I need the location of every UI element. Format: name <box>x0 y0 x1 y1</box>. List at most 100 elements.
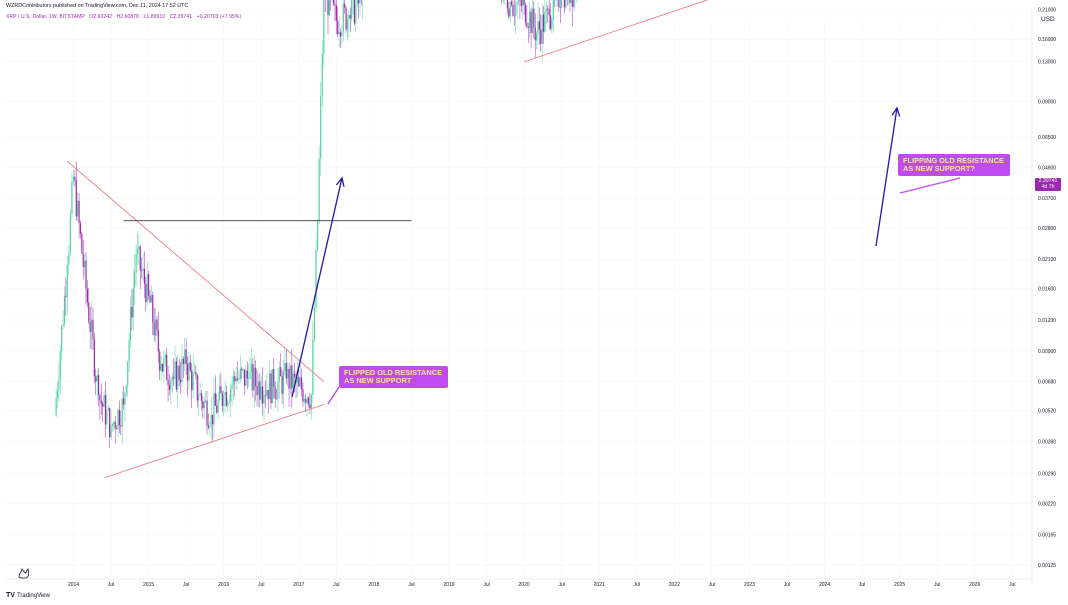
time-tick-label: Jul <box>408 582 414 588</box>
time-tick-label: Jul <box>859 582 865 588</box>
candle-body <box>306 397 308 403</box>
price-tick-label: 0.01600 <box>1038 287 1056 293</box>
symbol-legend: XRP / U.S. Dollar, 1W, BITSTAMP O2.60242… <box>6 14 244 20</box>
candle-body <box>209 426 211 428</box>
candle-body <box>558 0 560 8</box>
candle-body <box>260 386 262 400</box>
candle-body <box>145 283 147 303</box>
candle-body <box>161 363 164 372</box>
fire-icon[interactable] <box>16 565 32 579</box>
publish-caption: WZRDContributors published on TradingVie… <box>6 3 189 9</box>
candle-body <box>565 0 567 8</box>
candle-body <box>199 393 201 396</box>
candle-body <box>278 367 280 382</box>
candle-body <box>298 376 300 387</box>
candle-body <box>171 377 173 381</box>
candle-body <box>118 409 120 426</box>
tradingview-brand[interactable]: TV TradingView <box>6 592 50 599</box>
price-tick-label: 0.16000 <box>1038 37 1056 43</box>
candle-body <box>193 372 196 373</box>
price-tick-label: 0.13000 <box>1038 60 1056 66</box>
candle-body <box>545 8 547 12</box>
candle-body <box>327 0 329 15</box>
candle-body <box>238 378 240 380</box>
candle-body <box>303 399 305 402</box>
candle-body <box>241 368 243 371</box>
callout-flipped-resistance[interactable]: FLIPPED OLD RESISTANCE AS NEW SUPPORT <box>339 366 448 389</box>
candle-body <box>74 176 76 180</box>
time-tick-label: Jul <box>634 582 640 588</box>
candle-body <box>249 372 251 379</box>
candle-body <box>513 15 515 17</box>
candle-body <box>191 370 193 391</box>
candle-body <box>328 0 330 15</box>
candle-body <box>277 381 279 399</box>
candle-body <box>225 392 228 406</box>
candle-body <box>245 370 247 386</box>
candle-body <box>527 26 529 28</box>
candle-body <box>79 223 82 234</box>
candle-body <box>263 395 265 404</box>
candle-body <box>522 0 524 6</box>
candle-body <box>334 3 336 6</box>
time-tick-label: 2022 <box>669 582 680 588</box>
candle-body <box>552 0 554 20</box>
candle-body <box>90 319 93 333</box>
candle-body <box>302 389 304 402</box>
ohlc-low: L1.89910 <box>143 14 166 20</box>
time-tick-label: 2021 <box>594 582 605 588</box>
candle-body <box>220 386 222 394</box>
candle-body <box>136 248 139 255</box>
candle-body <box>68 253 70 265</box>
candle-body <box>173 377 175 379</box>
candle-body <box>164 354 166 359</box>
candle-body <box>271 369 273 404</box>
callout-flipping-resistance[interactable]: FLIPPING OLD RESISTANCE AS NEW SUPPORT? <box>898 154 1010 177</box>
candle-body <box>142 268 144 271</box>
time-tick-label: Jul <box>558 582 564 588</box>
candle-body <box>111 424 114 427</box>
candle-body <box>547 8 549 10</box>
candle-body <box>289 365 292 389</box>
candle-body <box>252 364 254 391</box>
candle-body <box>223 395 225 407</box>
candle-body <box>342 3 344 32</box>
price-tick-label: 0.02100 <box>1038 257 1056 263</box>
candle-body <box>255 367 257 386</box>
time-tick-label: 2026 <box>969 582 980 588</box>
price-tick-label: 0.04900 <box>1038 165 1056 171</box>
price-tick-label: 0.00165 <box>1038 533 1056 539</box>
candle-body <box>127 361 129 386</box>
candle-body <box>71 181 73 215</box>
candle-body <box>534 27 536 41</box>
candle-body <box>282 371 285 394</box>
projection-arrow-2017 <box>291 177 343 398</box>
candle-body <box>157 329 159 352</box>
candle-body <box>146 274 148 303</box>
candle-body <box>515 4 517 16</box>
candle-body <box>66 264 68 297</box>
brand-name: TradingView <box>16 592 50 599</box>
time-axis: 2014 Jul 2015 Jul 2016 Jul 2017 Jul 2018 Jul 2019 J… <box>68 582 1016 588</box>
candle-body <box>141 270 143 271</box>
candle-body <box>231 385 233 389</box>
time-tick-label: Jul <box>784 582 790 588</box>
candle-body <box>296 376 299 383</box>
price-tick-label: 0.09000 <box>1038 100 1056 106</box>
candle-body <box>116 428 118 430</box>
price-tick-label: 0.06500 <box>1038 135 1056 141</box>
candle-body <box>355 4 357 24</box>
candle-body <box>305 399 307 403</box>
time-tick-label: 2020 <box>519 582 530 588</box>
candle-body <box>538 21 540 30</box>
candle-body <box>122 398 125 405</box>
candle-body <box>315 250 317 308</box>
price-tick-label: 0.00390 <box>1038 440 1056 446</box>
candle-body <box>285 363 287 379</box>
candle-body <box>175 361 178 390</box>
candle-body <box>110 426 112 438</box>
candle-body <box>202 400 204 409</box>
candle-body <box>153 322 155 336</box>
time-tick-label: Jul <box>709 582 715 588</box>
